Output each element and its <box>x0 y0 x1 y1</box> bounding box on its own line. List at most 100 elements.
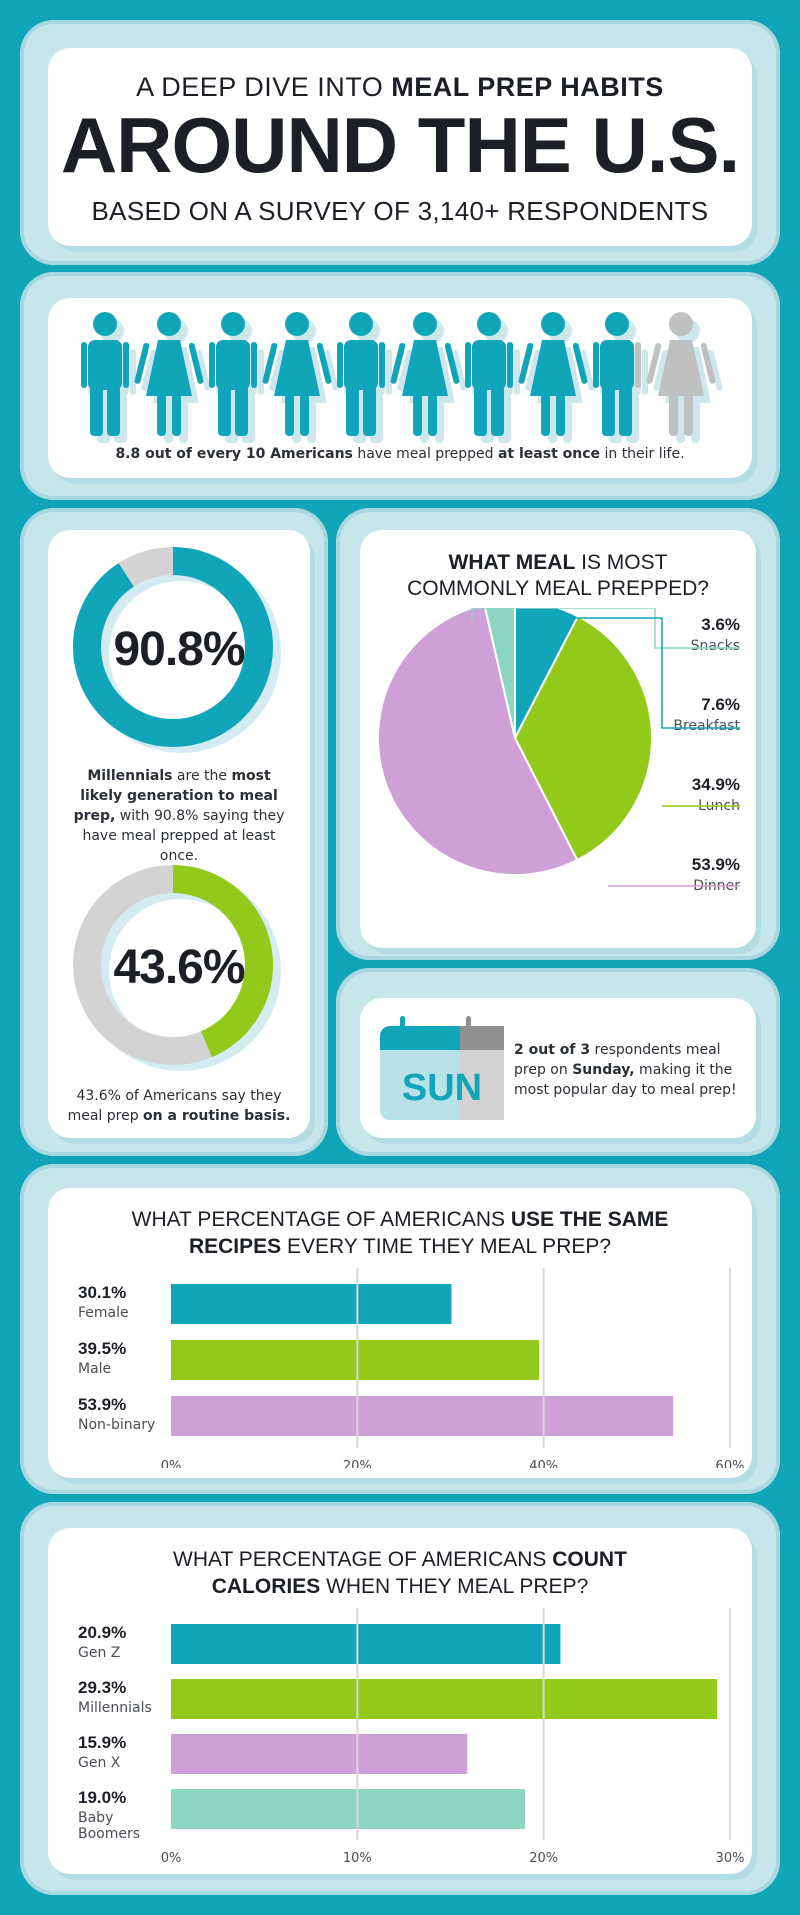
recipes-title: WHAT PERCENTAGE OF AMERICANS USE THE SAM… <box>48 1206 752 1260</box>
pie-value-label: 3.6% <box>701 615 740 634</box>
calendar-icon: SUN <box>380 1016 504 1120</box>
bar-baby-boomers <box>171 1789 526 1829</box>
bar-value-label: 15.9% <box>78 1733 126 1752</box>
pie-title-rest: IS MOST <box>575 551 668 574</box>
calories-title-part3: CALORIES <box>211 1575 321 1598</box>
millennials-caption-bold1: Millennials <box>87 768 173 784</box>
pie-slice-snacks <box>484 608 516 739</box>
bar-category-label: Gen X <box>78 1755 121 1771</box>
calories-title-part4: WHEN THEY MEAL PREP? <box>320 1575 589 1598</box>
routine-caption-text1: 43.6% of Americans say they meal prep <box>67 1088 282 1124</box>
bar-category-label: Non-binary <box>78 1417 155 1433</box>
axis-tick-label: 0% <box>161 1459 182 1468</box>
axis-tick-label: 10% <box>343 1851 372 1864</box>
male-figure-icon <box>337 312 392 443</box>
pie-category-label: Snacks <box>691 638 740 654</box>
snacks-connector <box>471 608 740 649</box>
bar-value-label: 20.9% <box>78 1623 126 1642</box>
calories-title: WHAT PERCENTAGE OF AMERICANS COUNT CALOR… <box>48 1546 752 1600</box>
bar-millennials <box>171 1679 717 1719</box>
recipes-title-part1: WHAT PERCENTAGE OF AMERICANS <box>131 1208 511 1231</box>
recipes-title-part4: EVERY TIME THEY MEAL PREP? <box>281 1235 612 1258</box>
recipes-title-part3: RECIPES <box>188 1235 282 1258</box>
recipes-card: WHAT PERCENTAGE OF AMERICANS USE THE SAM… <box>48 1188 752 1478</box>
pie-title: WHAT MEAL IS MOST COMMONLY MEAL PREPPED? <box>360 550 756 602</box>
millennials-caption-text1: are the <box>172 768 232 784</box>
routine-donut-arc <box>73 865 273 1065</box>
bar-category-label: Female <box>78 1305 129 1321</box>
axis-tick-label: 20% <box>529 1851 558 1864</box>
millennials-value: 90.8% <box>113 623 245 676</box>
recipes-bar-chart: 30.1% Female 39.5% Male 53.9% Non-binary 0% 20%… <box>78 1268 744 1468</box>
page-title: AROUND THE U.S. <box>60 101 740 189</box>
people-caption-text2: in their life. <box>600 446 685 462</box>
header-line1-pre: A DEEP DIVE INTO <box>136 72 392 102</box>
calendar-day-text: SUN <box>402 1067 482 1109</box>
bar-value-label: 39.5% <box>78 1339 126 1358</box>
donuts-card: 90.8% Millennials are the most likely ge… <box>48 530 310 1138</box>
bar-female <box>171 1284 452 1324</box>
routine-caption-bold1: on a routine basis. <box>143 1108 291 1124</box>
millennials-donut <box>73 547 281 753</box>
pie-value-label: 34.9% <box>692 775 740 794</box>
people-caption-bold1: 8.8 out of every 10 Americans <box>115 446 353 462</box>
bar-gen-z <box>171 1624 561 1664</box>
axis-tick-label: 0% <box>161 1851 182 1864</box>
millennials-caption-text2: with 90.8% saying they have meal prepped… <box>82 808 285 864</box>
calories-title-part1: WHAT PERCENTAGE OF AMERICANS <box>173 1548 553 1571</box>
calories-title-part2: COUNT <box>552 1548 627 1571</box>
axis-tick-label: 30% <box>716 1851 745 1864</box>
male-figure-icon <box>81 312 136 443</box>
pie-value-label: 53.9% <box>692 855 740 874</box>
bar-value-label: 53.9% <box>78 1395 126 1414</box>
pie-value-label: 7.6% <box>701 695 740 714</box>
calories-bar-chart: 20.9% Gen Z 29.3% Millennials 15.9% Gen X 19.0… <box>78 1608 745 1864</box>
millennials-caption-bold2: most likely generation to meal prep, <box>73 768 278 824</box>
female-figure-icon <box>646 312 723 443</box>
routine-caption: 43.6% of Americans say they meal prep on… <box>66 1086 292 1126</box>
routine-value: 43.6% <box>113 941 245 994</box>
bar-value-label: 29.3% <box>78 1678 126 1697</box>
bar-category-label: Male <box>78 1361 111 1377</box>
bar-male <box>171 1340 540 1380</box>
people-caption: 8.8 out of every 10 Americans have meal … <box>48 446 752 462</box>
axis-tick-label: 40% <box>529 1459 558 1468</box>
meal-pie-chart: 3.6%Snacks7.6%Breakfast34.9%Lunch53.9%Di… <box>377 608 740 894</box>
sunday-caption-bold2: Sunday, <box>572 1062 635 1078</box>
bar-value-label: 30.1% <box>78 1283 126 1302</box>
breakfast-connector <box>539 617 740 729</box>
sunday-caption: 2 out of 3 respondents meal prep on Sund… <box>514 1040 742 1100</box>
female-figure-icon <box>518 312 595 443</box>
millennials-caption: Millennials are the most likely generati… <box>66 766 292 866</box>
axis-tick-label: 20% <box>343 1459 372 1468</box>
routine-donut <box>73 865 281 1071</box>
male-figure-icon <box>593 312 648 443</box>
millennials-donut-arc <box>73 547 273 747</box>
bar-non-binary <box>171 1396 674 1436</box>
header-line1: A DEEP DIVE INTO MEAL PREP HABITS <box>48 72 752 103</box>
sunday-caption-text1: respondents meal prep on <box>514 1042 721 1078</box>
bar-category-label: Boomers <box>78 1826 140 1842</box>
female-figure-icon <box>262 312 339 443</box>
pie-card: WHAT MEAL IS MOST COMMONLY MEAL PREPPED?… <box>360 530 756 948</box>
sunday-card: SUN 2 out of 3 respondents meal prep on … <box>360 998 756 1138</box>
female-figure-icon <box>390 312 467 443</box>
bar-value-label: 19.0% <box>78 1788 126 1807</box>
bar-category-label: Millennials <box>78 1700 152 1716</box>
header-subtitle: BASED ON A SURVEY OF 3,140+ RESPONDENTS <box>91 196 709 226</box>
bar-category-label: Gen Z <box>78 1645 120 1661</box>
people-card: 8.8 out of every 10 Americans have meal … <box>48 298 752 478</box>
people-caption-bold2: at least once <box>497 446 601 462</box>
sunday-caption-bold1: 2 out of 3 <box>514 1042 591 1058</box>
header-card: A DEEP DIVE INTO MEAL PREP HABITS AROUND… <box>48 48 752 246</box>
pie-category-label: Breakfast <box>673 718 740 734</box>
pie-title-bold: WHAT MEAL <box>448 551 576 574</box>
people-pictogram <box>81 312 723 443</box>
bar-category-label: Baby <box>78 1810 113 1826</box>
bar-gen-x <box>171 1734 468 1774</box>
people-caption-text1: have meal prepped <box>352 446 498 462</box>
male-figure-icon <box>465 312 520 443</box>
pie-slice-dinner <box>377 608 579 876</box>
female-figure-icon <box>134 312 211 443</box>
pie-title-line2: COMMONLY MEAL PREPPED? <box>407 577 709 600</box>
